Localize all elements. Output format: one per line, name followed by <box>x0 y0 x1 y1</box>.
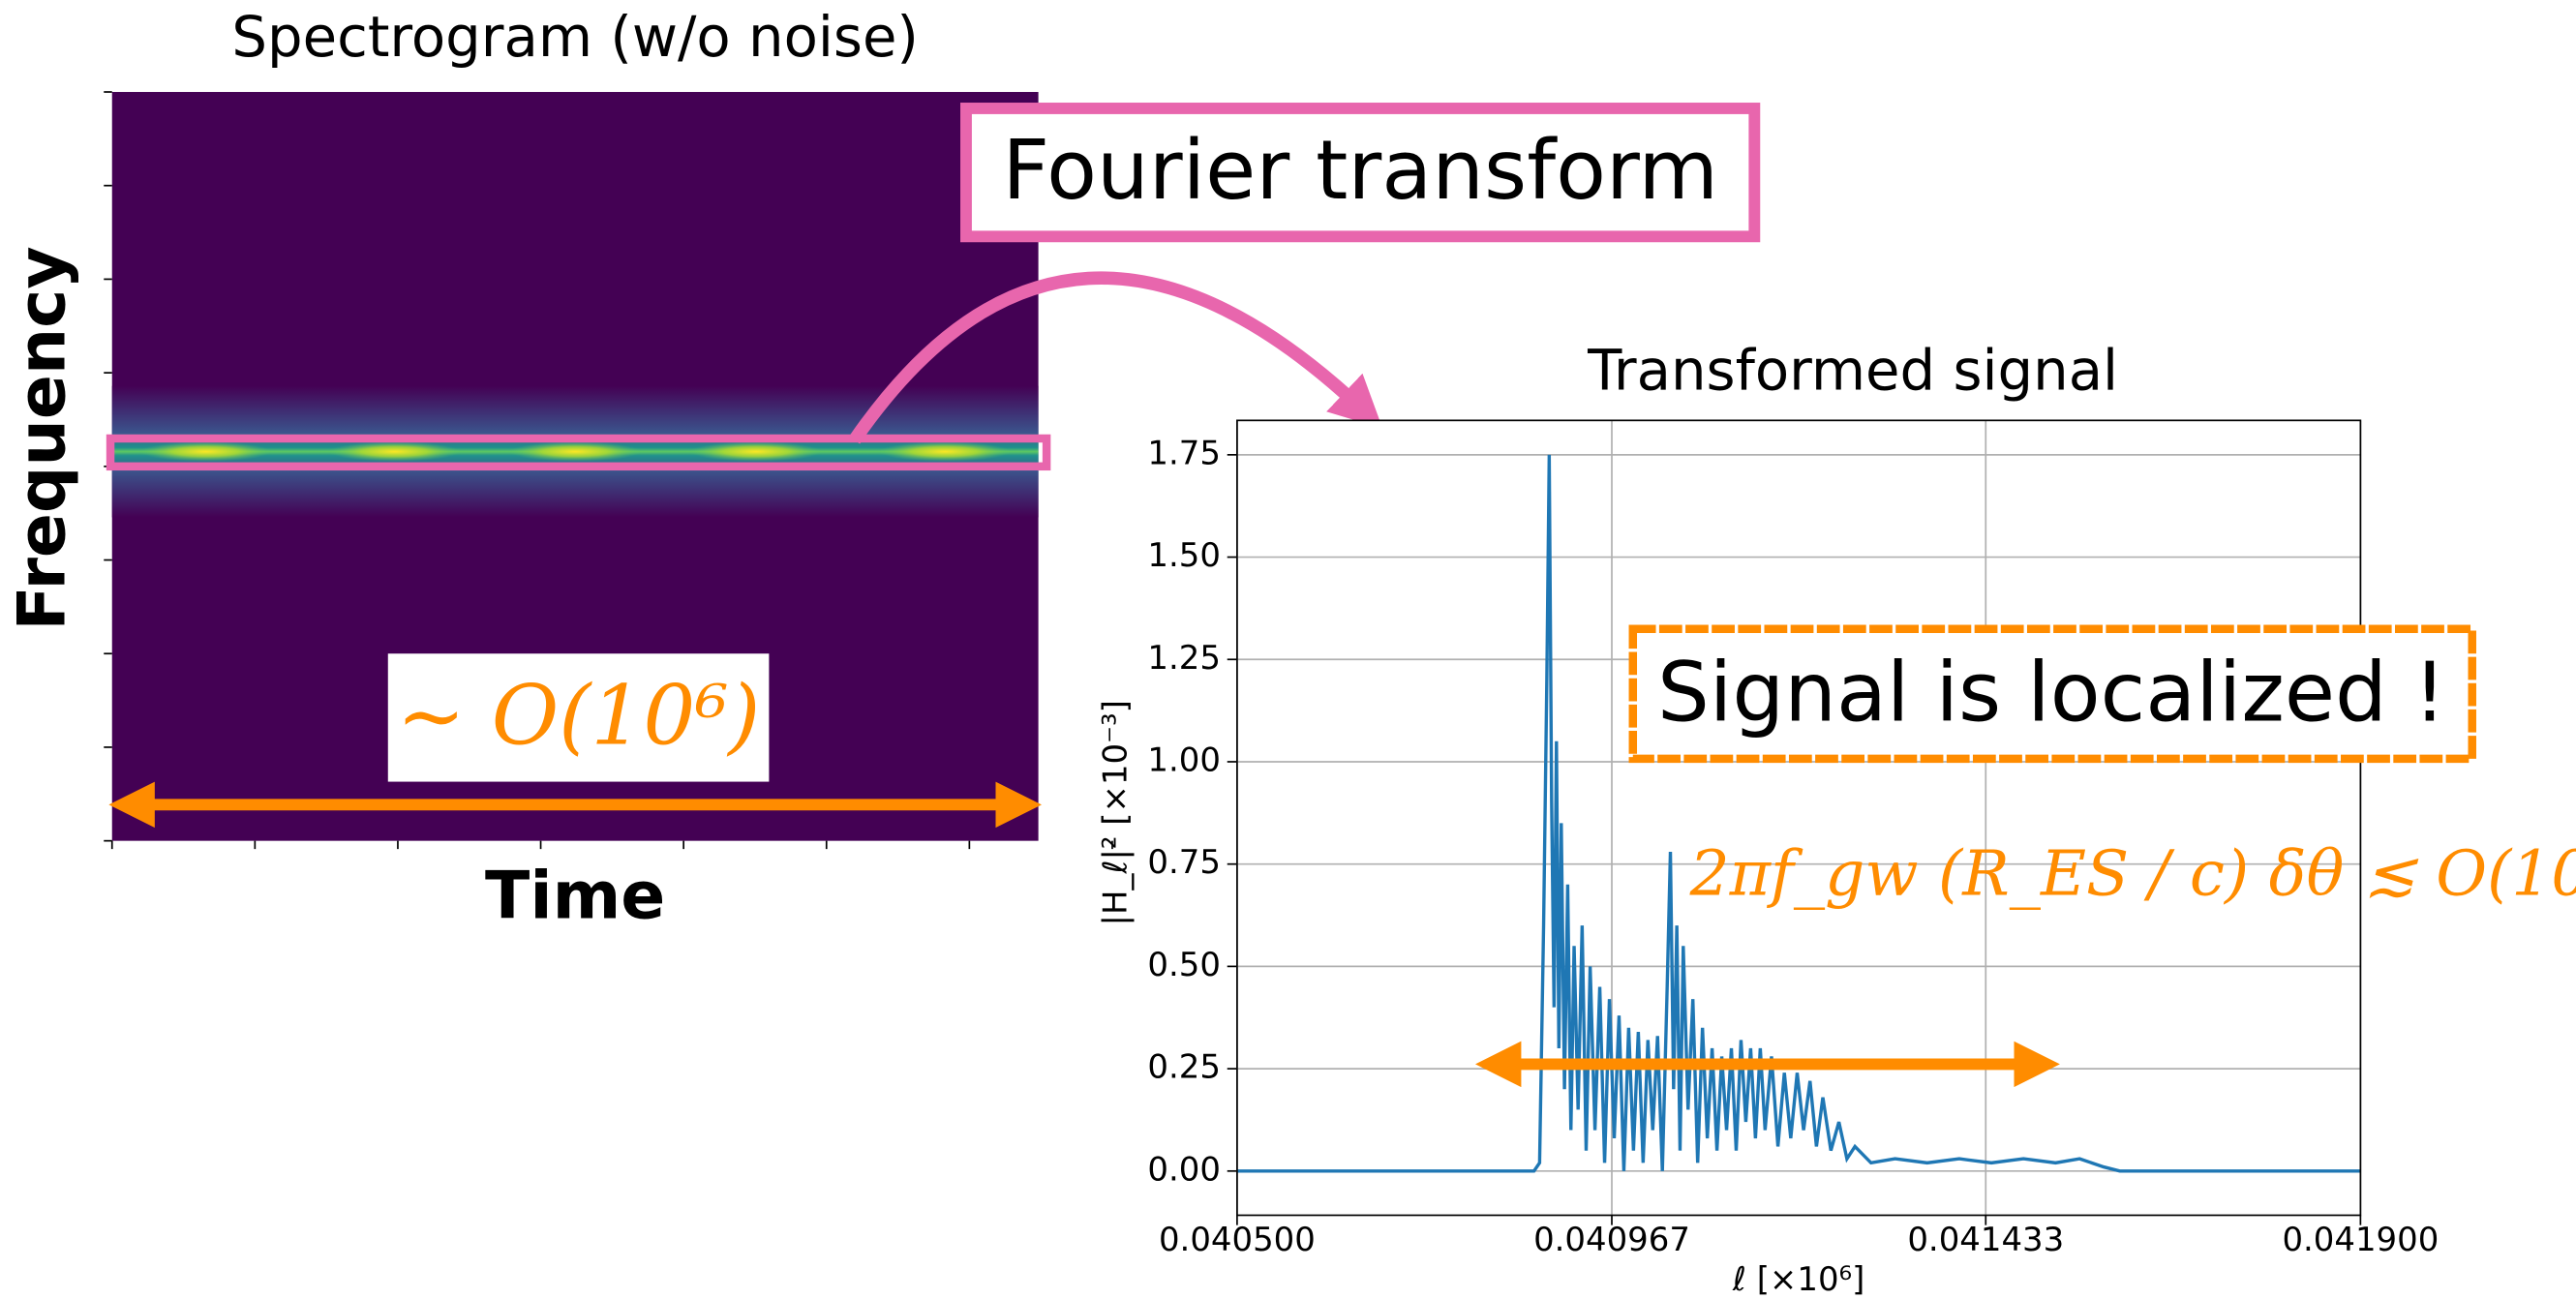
label-box <box>387 653 770 782</box>
y-label: |H_ℓ|² [×10⁻³] <box>1098 700 1136 925</box>
heat-spot <box>689 441 822 462</box>
x-label: Time <box>485 858 665 934</box>
heat-spot <box>328 441 461 462</box>
highlight <box>106 434 1051 471</box>
heat-spot <box>509 441 642 462</box>
y-tick-label: 0.50 <box>1147 947 1221 984</box>
y-tick-label: 0.25 <box>1147 1049 1221 1087</box>
heat-spot <box>139 441 272 462</box>
heat-spot <box>879 441 1011 462</box>
arrow <box>849 271 1383 444</box>
x-tick-label: 0.041433 <box>1907 1222 2064 1259</box>
title: Spectrogram (w/o noise) <box>231 4 919 70</box>
y-tick-label: 0.00 <box>1147 1151 1221 1189</box>
x-tick-label: 0.040500 <box>1159 1222 1316 1259</box>
x-tick-label: 0.041900 <box>2282 1222 2439 1259</box>
y-label: Frequency <box>4 246 80 630</box>
x-tick-label: 0.040967 <box>1533 1222 1690 1259</box>
annotation: Fourier transform <box>1002 123 1718 219</box>
y-tick-label: 1.75 <box>1147 435 1221 472</box>
plot-frame <box>1236 419 2362 1217</box>
annotation: Signal is localized ! <box>1657 645 2446 740</box>
y-tick-label: 1.50 <box>1147 537 1221 575</box>
y-tick-label: 0.75 <box>1147 844 1221 882</box>
annotation: 2πf_gw (R_ES / c) δθ ≲ O(10³) <box>1689 838 2576 911</box>
label-box <box>960 103 1761 243</box>
x-label: ℓ [×10⁶] <box>1732 1261 1864 1299</box>
label-box <box>1628 624 2476 764</box>
y-tick-label: 1.00 <box>1147 741 1221 779</box>
title: Transformed signal <box>1587 337 2118 403</box>
annotation: ∼ O(10⁶) <box>397 668 761 764</box>
y-tick-label: 1.25 <box>1147 640 1221 678</box>
